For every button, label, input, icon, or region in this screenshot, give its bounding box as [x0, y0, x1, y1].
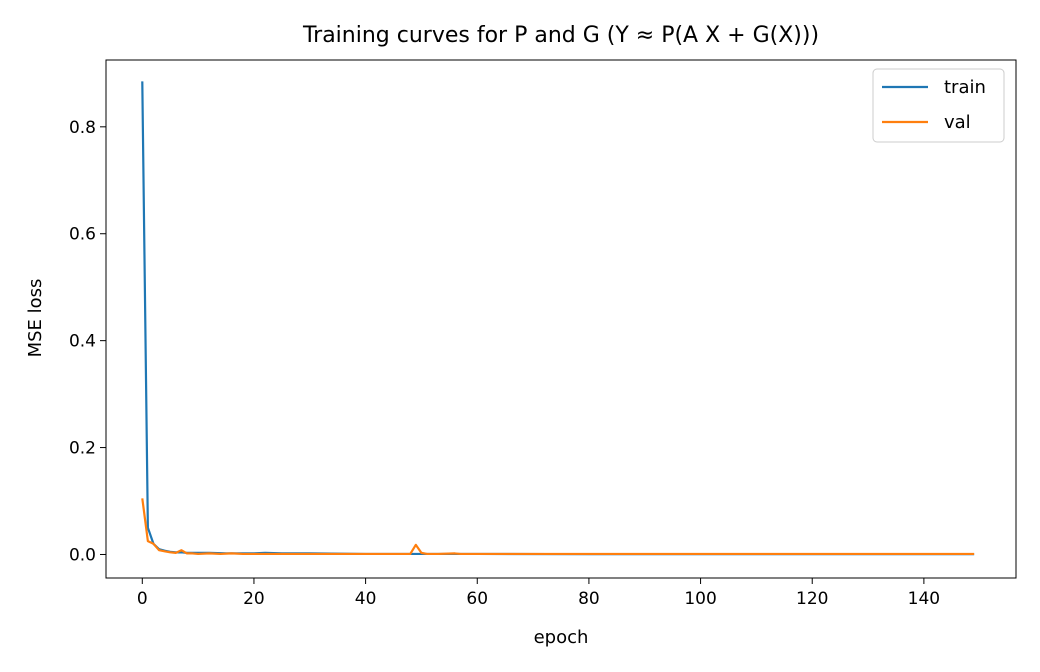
y-tick-label: 0.0 — [69, 545, 96, 565]
legend-label-train: train — [944, 77, 986, 98]
y-tick-label: 0.6 — [69, 225, 96, 245]
legend: train val — [872, 68, 1005, 143]
legend-label-val: val — [944, 112, 971, 133]
chart-title: Training curves for P and G (Y ≈ P(A X +… — [302, 23, 819, 48]
x-tick-label: 0 — [137, 589, 148, 609]
y-axis: 0.0 0.2 0.4 0.6 0.8 — [69, 118, 106, 565]
x-axis: 0 20 40 60 80 100 120 140 — [137, 578, 940, 609]
x-tick-label: 80 — [578, 589, 600, 609]
x-tick-label: 120 — [796, 589, 828, 609]
x-tick-label: 100 — [684, 589, 716, 609]
y-axis-label: MSE loss — [25, 279, 46, 358]
x-axis-label: epoch — [534, 627, 589, 648]
series-line-val — [141, 498, 975, 556]
x-tick-label: 140 — [908, 589, 940, 609]
y-tick-label: 0.8 — [69, 118, 96, 138]
series-layer — [141, 81, 975, 556]
x-tick-label: 40 — [355, 589, 377, 609]
y-tick-label: 0.4 — [69, 332, 96, 352]
x-tick-label: 20 — [243, 589, 265, 609]
x-tick-label: 60 — [466, 589, 488, 609]
axes-frame — [105, 59, 1017, 579]
y-tick-label: 0.2 — [69, 439, 96, 459]
